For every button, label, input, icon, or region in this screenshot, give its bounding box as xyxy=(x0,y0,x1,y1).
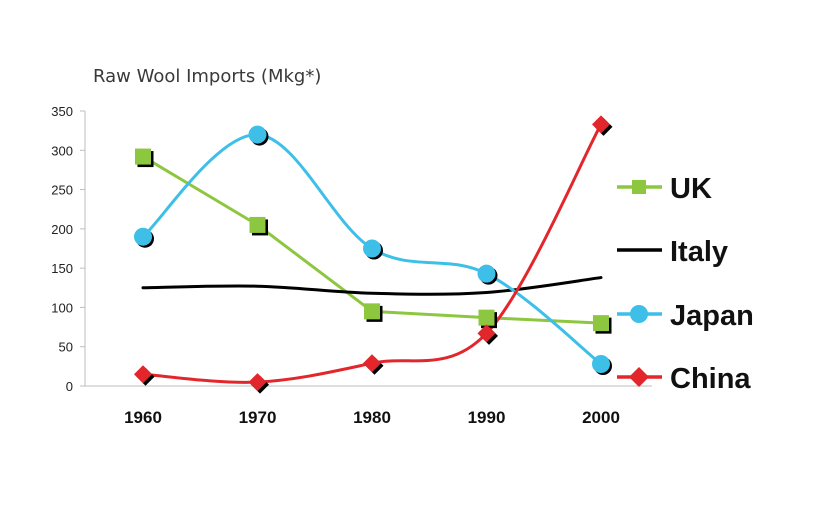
y-tick-label: 200 xyxy=(51,222,73,237)
series-line-china xyxy=(141,122,603,384)
x-tick-label: 1960 xyxy=(124,408,162,427)
y-tick-label: 350 xyxy=(51,104,73,119)
x-tick-label: 1980 xyxy=(353,408,391,427)
y-tick-label: 250 xyxy=(51,183,73,198)
legend-item-italy: Italy xyxy=(617,236,728,268)
series-line-italy xyxy=(141,276,603,296)
data-point-japan-1990 xyxy=(477,264,498,285)
data-point-china-1960 xyxy=(134,365,155,386)
x-tick-label: 2000 xyxy=(582,408,620,427)
data-point-uk-2000 xyxy=(593,315,612,334)
data-point-uk-1980 xyxy=(364,303,383,322)
legend: UK Italy Japan China xyxy=(617,173,754,395)
x-tick-label: 1990 xyxy=(468,408,506,427)
legend-item-uk: UK xyxy=(617,173,712,205)
data-point-japan-1970 xyxy=(248,125,269,146)
data-point-china-1980 xyxy=(363,354,384,375)
legend-label: Japan xyxy=(670,300,754,332)
y-tick-label: 0 xyxy=(66,379,73,394)
data-point-china-2000 xyxy=(592,115,613,136)
series-markers xyxy=(134,115,613,394)
legend-label: China xyxy=(670,363,751,395)
x-tick-label: 1970 xyxy=(239,408,277,427)
legend-item-japan: Japan xyxy=(617,300,754,332)
y-tick-label: 150 xyxy=(51,261,73,276)
data-point-china-1990 xyxy=(477,324,498,345)
data-point-japan-2000 xyxy=(592,355,612,375)
data-point-uk-1990 xyxy=(478,309,497,329)
legend-item-china: China xyxy=(617,363,751,395)
y-tick-label: 300 xyxy=(51,143,73,158)
data-point-uk-1970 xyxy=(249,216,268,236)
axes: 0 50 100 150 200 250 300 350 1960 1970 1980 1990 200… xyxy=(51,104,652,427)
legend-label: Italy xyxy=(670,236,728,268)
legend-label: UK xyxy=(670,173,712,205)
chart-title: Raw Wool Imports (Mkg*) xyxy=(93,66,321,87)
legend-marker-diamond xyxy=(629,367,649,387)
data-point-japan-1980 xyxy=(363,239,383,260)
y-tick-label: 100 xyxy=(51,300,73,315)
legend-marker-circle xyxy=(630,305,648,323)
y-tick-label: 50 xyxy=(59,340,73,355)
data-point-japan-1960 xyxy=(134,227,154,248)
legend-marker-square xyxy=(632,180,646,194)
data-point-uk-1960 xyxy=(135,148,154,168)
data-point-china-1970 xyxy=(248,373,269,394)
